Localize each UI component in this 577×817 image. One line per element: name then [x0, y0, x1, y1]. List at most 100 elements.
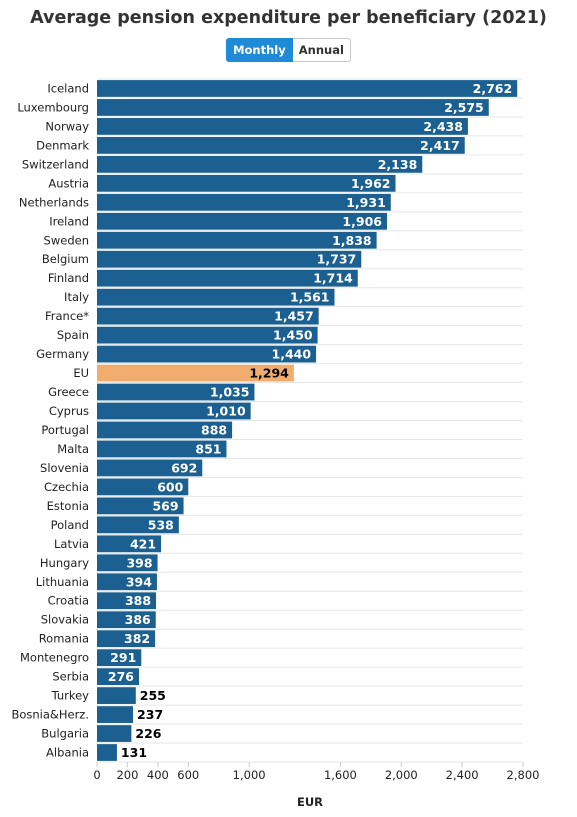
value-label: 569 [152, 498, 178, 513]
bar [97, 364, 294, 382]
bar [97, 725, 132, 742]
value-label: 600 [157, 479, 183, 494]
bar [97, 402, 251, 420]
value-label: 851 [195, 441, 221, 456]
category-label: Austria [48, 176, 89, 190]
value-label: 255 [140, 688, 166, 703]
value-label: 888 [201, 422, 227, 437]
bar [97, 383, 255, 401]
value-label: 1,737 [317, 252, 357, 267]
category-label: Switzerland [22, 157, 89, 171]
category-label: Luxembourg [17, 100, 89, 114]
value-label: 2,417 [420, 138, 460, 153]
bar [97, 193, 391, 211]
category-label: Lithuania [36, 575, 89, 589]
category-label: Italy [64, 290, 89, 304]
value-label: 131 [121, 745, 147, 760]
bar [97, 649, 142, 667]
category-label: Cyprus [49, 404, 89, 418]
bar [97, 326, 318, 344]
x-tick-label: 600 [177, 768, 199, 782]
category-label: Slovenia [40, 461, 89, 475]
value-label: 386 [125, 612, 151, 627]
bar [97, 497, 184, 515]
value-label: 291 [110, 650, 136, 665]
category-label: Poland [51, 518, 89, 532]
category-label: Czechia [44, 480, 89, 494]
x-tick-label: 1,600 [324, 768, 357, 782]
value-label: 1,838 [332, 233, 372, 248]
category-label: Spain [57, 328, 89, 342]
category-label: Norway [45, 119, 89, 133]
bar [97, 744, 117, 761]
bar [97, 174, 396, 192]
value-label: 421 [130, 536, 156, 551]
category-label: Hungary [40, 556, 89, 570]
value-label: 276 [108, 669, 134, 684]
bar [97, 535, 162, 553]
category-label: Turkey [51, 689, 90, 703]
value-label: 1,035 [210, 385, 250, 400]
bar [97, 345, 317, 363]
category-label: Iceland [47, 81, 89, 95]
value-label: 394 [126, 574, 152, 589]
value-label: 1,294 [249, 366, 289, 381]
category-label: Montenegro [20, 651, 89, 665]
value-label: 1,561 [290, 290, 330, 305]
category-label: Malta [57, 442, 89, 456]
bar [97, 250, 362, 268]
category-label: Greece [48, 385, 89, 399]
bar [97, 440, 227, 458]
x-tick-label: 200 [116, 768, 138, 782]
bar [97, 155, 423, 173]
bar [97, 307, 319, 325]
x-axis-label: EUR [297, 795, 323, 809]
category-label: Netherlands [19, 195, 89, 209]
x-tick-label: 1,000 [233, 768, 266, 782]
value-label: 1,906 [342, 214, 382, 229]
monthly-button[interactable]: Monthly [226, 38, 293, 62]
value-label: 1,931 [346, 195, 386, 210]
chart-title: Average pension expenditure per benefici… [30, 8, 547, 28]
bar [97, 99, 489, 116]
category-label: Finland [48, 271, 89, 285]
x-tick-label: 2,800 [507, 768, 540, 782]
value-label: 2,438 [423, 119, 463, 134]
bar [97, 611, 156, 629]
value-label: 226 [135, 726, 161, 741]
category-label: Portugal [41, 423, 89, 437]
category-label: Croatia [48, 594, 89, 608]
category-label: Belgium [42, 252, 89, 266]
value-label: 692 [171, 460, 197, 475]
bar [97, 478, 189, 496]
value-label: 388 [125, 593, 151, 608]
x-tick-label: 2,000 [385, 768, 418, 782]
category-label: Bulgaria [41, 727, 89, 741]
bar [97, 137, 465, 154]
value-label: 1,457 [274, 309, 314, 324]
category-label: Germany [36, 347, 89, 361]
period-toggle: Monthly Annual [0, 38, 577, 62]
category-label: Latvia [54, 537, 89, 551]
category-label: Denmark [36, 138, 89, 152]
bar [97, 592, 157, 610]
category-label: Serbia [52, 670, 89, 684]
value-label: 2,762 [473, 81, 513, 96]
value-label: 538 [148, 517, 174, 532]
bar [97, 80, 518, 97]
x-tick-label: 0 [93, 768, 100, 782]
annual-button[interactable]: Annual [292, 38, 351, 62]
value-label: 398 [126, 555, 152, 570]
bar [97, 706, 134, 723]
category-label: Bosnia&Herz. [11, 708, 89, 722]
value-label: 382 [124, 631, 150, 646]
category-label: Estonia [47, 499, 89, 513]
bar [97, 668, 139, 686]
category-label: Romania [39, 632, 89, 646]
value-label: 1,440 [272, 347, 312, 362]
category-label: EU [73, 366, 89, 380]
category-label: Albania [46, 746, 89, 760]
bar [97, 269, 358, 287]
bar [97, 212, 387, 230]
